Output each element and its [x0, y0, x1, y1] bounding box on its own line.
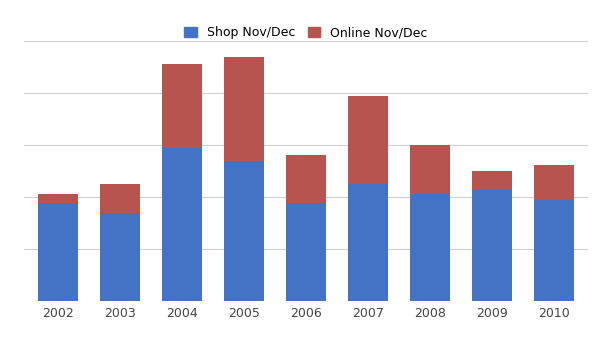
Bar — [410, 145, 450, 194]
Bar — [286, 155, 326, 203]
Bar — [162, 148, 202, 301]
Bar — [162, 64, 202, 148]
Bar — [348, 96, 388, 184]
Bar — [100, 213, 140, 301]
Bar — [472, 171, 512, 190]
Bar — [410, 194, 450, 301]
Bar — [348, 184, 388, 301]
Bar — [472, 190, 512, 301]
Bar — [534, 165, 574, 200]
Bar — [286, 203, 326, 301]
Bar — [100, 184, 140, 213]
Bar — [38, 194, 78, 203]
Bar — [224, 161, 264, 301]
Legend: Shop Nov/Dec, Online Nov/Dec: Shop Nov/Dec, Online Nov/Dec — [184, 26, 428, 39]
Bar — [224, 57, 264, 161]
Bar — [38, 203, 78, 301]
Bar — [534, 200, 574, 301]
